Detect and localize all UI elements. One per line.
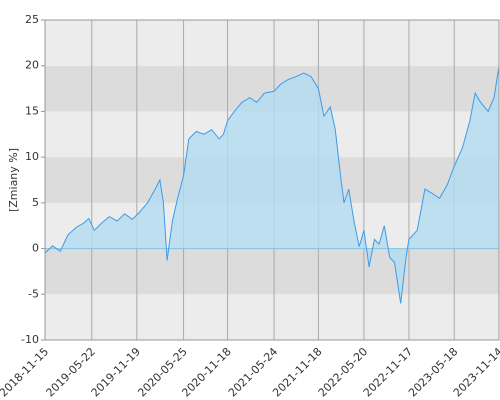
y-tick-label: -10 — [21, 333, 39, 346]
band — [45, 248, 499, 295]
area-fill — [45, 67, 499, 304]
y-tick-label: 15 — [25, 104, 39, 117]
y-tick-label: 0 — [32, 242, 39, 255]
y-tick-label: 25 — [25, 13, 39, 26]
plot-frame — [44, 19, 500, 341]
y-tick-label: 10 — [25, 150, 39, 163]
y-tick-label: -5 — [28, 287, 39, 300]
y-tick-label: 20 — [25, 59, 39, 72]
band — [45, 20, 499, 66]
band — [45, 294, 499, 340]
y-tick-label: 5 — [32, 196, 39, 209]
y-axis-label: [Zmiany %] — [7, 148, 20, 212]
line — [44, 67, 500, 304]
